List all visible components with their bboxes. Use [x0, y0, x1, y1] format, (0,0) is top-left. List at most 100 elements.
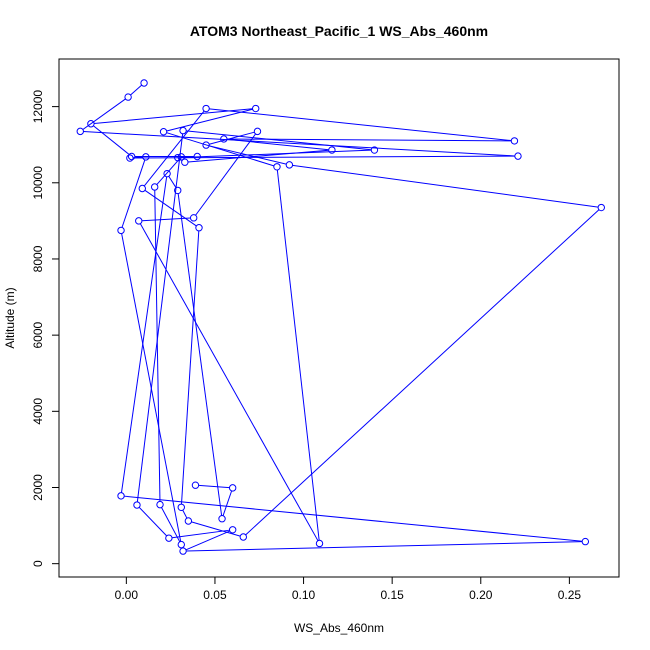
- series-segment: [82, 98, 126, 130]
- series-segment: [186, 541, 583, 552]
- data-point: [124, 93, 132, 101]
- series-segment: [171, 529, 230, 539]
- series-segment: [168, 176, 177, 188]
- series-segment: [198, 484, 230, 489]
- series-segment: [166, 132, 275, 167]
- series-segment: [180, 230, 200, 505]
- data-point: [177, 503, 185, 511]
- series-segment: [94, 108, 253, 124]
- data-point: [228, 526, 237, 534]
- data-point: [127, 152, 136, 161]
- series-segment: [139, 223, 319, 541]
- series-segment: [209, 108, 512, 142]
- series-segment: [226, 138, 329, 151]
- x-tick-label: 0.20: [469, 588, 493, 602]
- series-segment: [141, 217, 191, 222]
- series-segment: [133, 155, 515, 159]
- data-point: [179, 547, 187, 555]
- data-point: [126, 154, 134, 162]
- data-point: [140, 79, 148, 87]
- data-point: [239, 533, 248, 541]
- data-point: [76, 127, 84, 136]
- data-point: [189, 214, 198, 222]
- series-segment: [144, 189, 197, 227]
- data-point: [581, 537, 590, 546]
- y-tick-label: 2000: [31, 474, 45, 501]
- series-segment: [292, 164, 599, 208]
- series-segment: [227, 138, 512, 142]
- x-tick-label: 0.05: [203, 588, 227, 602]
- x-tick-label: 0.10: [292, 588, 316, 602]
- series-segment: [186, 130, 372, 151]
- series-segment: [195, 133, 256, 216]
- data-point: [510, 137, 519, 145]
- plot-frame: [58, 58, 620, 578]
- series-segment: [182, 509, 188, 519]
- data-point: [285, 161, 294, 169]
- data-point: [328, 146, 336, 154]
- data-point: [156, 500, 164, 509]
- y-tick-label: 10000: [31, 166, 45, 200]
- series-segment: [276, 169, 320, 541]
- data-point: [165, 534, 173, 542]
- series-segment: [166, 108, 253, 132]
- data-point: [179, 126, 187, 135]
- series-segment: [130, 84, 142, 96]
- y-axis: 0 2000 4000 6000 8000 10000 12000: [31, 90, 60, 567]
- series-segment: [143, 110, 205, 187]
- y-tick-label: 0: [31, 560, 45, 567]
- data-point: [184, 517, 193, 525]
- y-axis-label: Altitude (m): [3, 287, 17, 348]
- data-point: [163, 169, 171, 178]
- series-layer: [76, 79, 605, 555]
- data-point: [202, 104, 210, 113]
- data-point: [191, 481, 200, 489]
- y-tick-label: 6000: [31, 321, 45, 348]
- y-tick-label: 4000: [31, 398, 45, 425]
- data-point: [177, 540, 185, 549]
- data-point: [370, 146, 379, 154]
- series-segment: [245, 209, 600, 536]
- x-tick-label: 0.00: [115, 588, 139, 602]
- series-segment: [156, 158, 180, 185]
- series-segment: [185, 530, 230, 551]
- series-segment: [154, 190, 161, 502]
- data-point: [177, 153, 185, 161]
- data-point: [87, 120, 95, 128]
- data-point: [150, 183, 159, 191]
- series-segment: [93, 125, 130, 155]
- data-point: [174, 153, 182, 162]
- series-segment: [222, 490, 233, 516]
- series-segment: [161, 507, 181, 543]
- x-tick-label: 0.15: [380, 588, 404, 602]
- data-point: [117, 226, 125, 235]
- data-point: [218, 515, 226, 523]
- data-point: [133, 501, 141, 509]
- data-point: [315, 539, 324, 548]
- data-point: [138, 184, 146, 193]
- series-segment: [121, 159, 146, 228]
- data-point: [252, 104, 260, 113]
- series-segment: [83, 131, 515, 157]
- series-segment: [138, 506, 168, 537]
- y-tick-label: 8000: [31, 245, 45, 272]
- data-point: [195, 224, 203, 232]
- data-point: [181, 158, 189, 166]
- series-segment: [191, 521, 241, 537]
- data-point: [202, 141, 210, 149]
- data-point: [159, 128, 168, 136]
- data-point: [117, 492, 125, 500]
- data-point: [220, 135, 228, 143]
- data-point: [142, 153, 150, 161]
- x-axis: 0.00 0.05 0.10 0.15 0.20 0.25: [115, 576, 581, 602]
- data-point: [253, 127, 262, 136]
- data-point: [597, 203, 605, 212]
- data-point: [228, 484, 237, 492]
- series-segment: [177, 193, 223, 516]
- series-segment: [120, 176, 168, 493]
- series-segment: [124, 495, 583, 542]
- x-axis-label: WS_Abs_460nm: [294, 621, 384, 635]
- y-tick-label: 12000: [31, 90, 45, 124]
